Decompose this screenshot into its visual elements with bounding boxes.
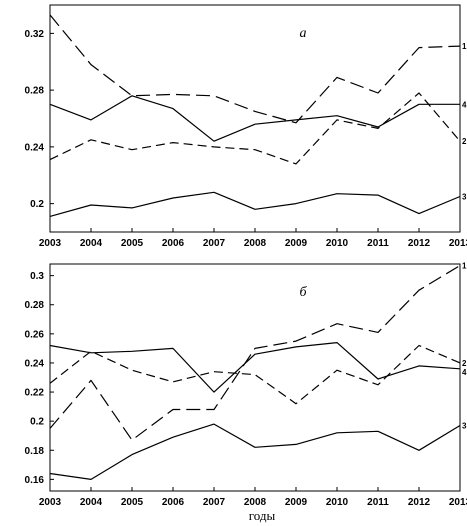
series-end-label: 2	[462, 137, 467, 146]
y-tick-label: 0.26	[25, 329, 45, 340]
y-tick-label: 0.24	[25, 358, 45, 369]
series-end-label: 4	[462, 100, 467, 109]
x-tick-label: 2010	[326, 497, 349, 508]
x-tick-label: 2008	[244, 497, 267, 508]
series-end-label: 1	[462, 261, 467, 270]
x-tick-label: 2004	[80, 497, 103, 508]
series-line-3	[49, 423, 461, 480]
series-end-label: 1	[462, 42, 467, 51]
panel-label: б	[299, 285, 307, 300]
x-tick-label: 2007	[203, 497, 226, 508]
series-line-3	[49, 191, 461, 217]
y-tick-label: 0.2	[30, 417, 44, 428]
y-tick-label: 0.32	[25, 29, 45, 40]
y-tick-label: 0.16	[25, 475, 45, 486]
x-tick-label: 2006	[162, 238, 185, 249]
y-tick-label: 0.18	[25, 446, 45, 457]
y-tick-label: 0.2	[30, 199, 44, 210]
y-tick-label: 0.28	[25, 300, 45, 311]
x-tick-label: 2013	[449, 238, 467, 249]
series-end-label: 3	[462, 193, 467, 202]
plot-frame	[49, 4, 461, 233]
series-line-1	[49, 14, 461, 124]
x-tick-label: 2007	[203, 238, 226, 249]
y-tick-label: 0.22	[25, 388, 45, 399]
panel-label: а	[300, 26, 307, 41]
x-tick-label: 2012	[408, 238, 431, 249]
y-tick-label: 0.3	[30, 271, 44, 282]
series-end-label: 3	[462, 422, 467, 431]
x-tick-label: 2009	[285, 497, 308, 508]
x-tick-label: 2005	[121, 497, 144, 508]
series-end-label: 4	[462, 368, 467, 377]
series-line-1	[49, 264, 461, 441]
x-tick-label: 2012	[408, 497, 431, 508]
y-tick-label: 0.24	[25, 142, 45, 153]
chart-panel-a: 0.2 0.24 0.28 0.32 2003 2004 2005 2006 2007 2008 2…	[25, 4, 467, 249]
x-tick-label: 2011	[367, 497, 389, 508]
x-tick-label: 2011	[367, 238, 389, 249]
series-end-label: 2	[462, 359, 467, 368]
x-tick-label: 2003	[39, 238, 62, 249]
x-tick-label: 2003	[39, 497, 62, 508]
series-line-2	[49, 92, 461, 165]
y-tick-label: 0.28	[25, 86, 45, 97]
x-axis-title: годы	[249, 508, 276, 523]
x-tick-label: 2010	[326, 238, 349, 249]
x-tick-label: 2005	[121, 238, 144, 249]
x-tick-label: 2004	[80, 238, 103, 249]
series-line-4	[49, 95, 460, 142]
plot-frame	[49, 263, 461, 492]
x-tick-label: 2006	[162, 497, 185, 508]
chart-panel-b: 0.16 0.18 0.2 0.22 0.24 0.26 0.28 0.3 2003 2004 20…	[25, 261, 467, 508]
x-tick-label: 2009	[285, 238, 308, 249]
x-tick-label: 2013	[449, 497, 467, 508]
x-tick-label: 2008	[244, 238, 267, 249]
series-line-4	[49, 342, 461, 393]
